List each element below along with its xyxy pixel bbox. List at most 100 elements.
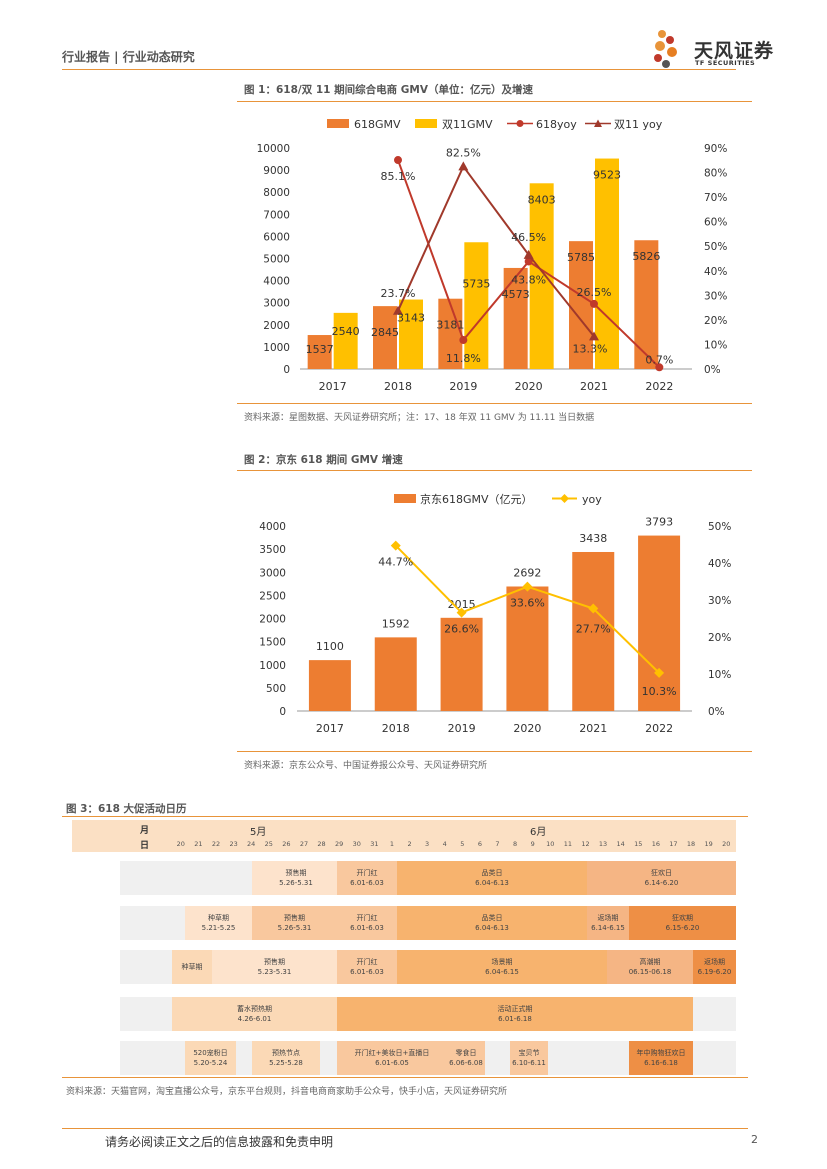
y-left-tick: 4000 (263, 276, 290, 288)
bar-618GMV (373, 306, 397, 369)
calendar-day: 28 (317, 840, 326, 848)
y-right-tick: 0% (708, 706, 725, 718)
calendar-day: 4 (442, 840, 447, 848)
label-618yoy: 85.1% (381, 170, 416, 183)
y-right-tick: 10% (708, 669, 731, 681)
calendar-day: 2 (407, 840, 412, 848)
logo-en-text: TF SECURITIES (695, 59, 756, 67)
bar-双11GMV (399, 299, 423, 369)
legend-marker-1 (560, 494, 569, 503)
disclaimer-text: 请务必阅读正文之后的信息披露和免责申明 (105, 1135, 334, 1149)
calendar-segment: 预售期 5.26-5.31 (252, 861, 340, 895)
y-left-tick: 9000 (263, 165, 290, 177)
calendar-segment: 场景期 6.04-6.15 (397, 950, 607, 984)
calendar-header (72, 820, 736, 852)
figure2-chart: 京东618GMV（亿元） yoy 0 500 1000 1500 2000 2500 3000 3… (259, 492, 731, 735)
y-right-tick: 30% (708, 595, 731, 607)
segment-dates: 6.15-6.20 (665, 924, 700, 932)
calendar-day: 31 (370, 840, 379, 848)
calendar-day: 27 (299, 840, 309, 848)
calendar-day: 3 (425, 840, 430, 848)
calendar-day: 11 (563, 840, 572, 848)
calendar-day: 14 (616, 840, 625, 848)
label-jd-gmv: 1100 (316, 640, 344, 653)
label-618yoy: 43.8% (511, 273, 546, 286)
figure1-bottom-rule (237, 403, 752, 404)
figure1-top-rule (237, 101, 752, 102)
y-right-tick: 10% (704, 339, 727, 351)
figure1-caption: 图 1：618/双 11 期间综合电商 GMV（单位：亿元）及增速 (244, 84, 533, 96)
calendar-segment: 返场期 6.19-6.20 (693, 950, 736, 984)
calendar-day: 19 (704, 840, 713, 848)
calendar-day: 26 (282, 840, 291, 848)
segment-dates: 5.25-5.28 (269, 1059, 303, 1067)
y-left-tick: 1500 (259, 637, 286, 649)
calendar-segment: 开门红 6.01-6.03 (337, 950, 397, 984)
x-tick: 2017 (319, 380, 347, 393)
legend-label-2: 618yoy (536, 118, 577, 131)
segment-label: 活动正式期 (497, 1005, 533, 1013)
calendar-segment: 开门红 6.01-6.03 (337, 861, 397, 895)
segment-label: 种草期 (208, 914, 229, 922)
y-left-tick: 1000 (259, 660, 286, 672)
label-618gmv: 5826 (632, 250, 660, 263)
calendar-day: 7 (495, 840, 500, 848)
point-618yoy (459, 336, 468, 345)
calendar-segment: 开门红 6.01-6.03 (337, 906, 397, 940)
label-618gmv: 4573 (502, 288, 530, 301)
calendar-day: 22 (211, 840, 221, 848)
calendar-segment: 活动正式期 6.01-6.18 (337, 997, 693, 1031)
calendar-day: 9 (530, 840, 535, 848)
segment-label: 品类日 (481, 869, 503, 877)
calendar-day: 20 (176, 840, 185, 848)
label-d11yoy: 82.5% (446, 146, 481, 159)
label-618gmv: 1537 (306, 343, 334, 356)
label-jd-gmv: 2692 (513, 566, 541, 579)
point-618yoy (394, 156, 402, 165)
calendar-segment: 狂欢期 6.15-6.20 (629, 906, 736, 940)
x-tick: 2018 (382, 722, 410, 735)
x-tick: 2019 (449, 380, 477, 393)
bar-jd-gmv (506, 586, 549, 711)
segment-dates: 5.23-5.31 (257, 968, 292, 976)
label-d11gmv: 3143 (397, 312, 425, 325)
x-tick: 2021 (579, 722, 607, 735)
calendar-segment: 种草期 5.21-5.25 (185, 906, 252, 940)
calendar-day: 23 (229, 840, 238, 848)
point-618yoy (590, 299, 598, 308)
y-left-tick: 5000 (263, 254, 290, 266)
segment-dates: 6.04-6.15 (485, 968, 519, 976)
calendar-day: 5 (460, 840, 465, 848)
y-right-tick: 0% (704, 364, 721, 376)
segment-label: 蓄水预热期 (237, 1005, 272, 1013)
calendar-segment: 宝贝节 6.10-6.11 (510, 1041, 548, 1075)
segment-dates: 6.01-6.18 (498, 1015, 532, 1023)
day-label: 日 (140, 841, 150, 851)
x-tick: 2019 (448, 722, 476, 735)
y-left-tick: 2000 (263, 320, 290, 332)
label-618yoy: 11.8% (446, 352, 481, 365)
calendar-segment: 品类日 6.04-6.13 (397, 906, 587, 940)
point-yoy (456, 607, 467, 618)
segment-label: 年中购物狂欢日 (636, 1049, 686, 1057)
label-jd-gmv: 3438 (579, 532, 607, 545)
calendar-day: 21 (194, 840, 203, 848)
bar-618GMV (438, 298, 463, 369)
label-d11yoy: 23.7% (381, 287, 416, 300)
segment-dates: 5.26-5.31 (277, 924, 312, 932)
header-rule (62, 69, 736, 70)
calendar-segment: 品类日 6.04-6.13 (397, 861, 587, 895)
segment-label: 返场期 (597, 914, 619, 922)
label-yoy: 33.6% (510, 597, 545, 610)
calendar-day: 8 (513, 840, 518, 848)
figure3-caption: 图 3：618 大促活动日历 (66, 803, 187, 815)
legend-swatch-1 (415, 119, 437, 128)
label-jd-gmv: 2015 (448, 598, 476, 611)
segment-dates: 06.15-06.18 (628, 968, 672, 976)
label-618yoy: 0.7% (645, 353, 673, 366)
point-618yoy (655, 363, 664, 372)
segment-dates: 6.04-6.13 (475, 924, 509, 932)
label-yoy: 26.6% (444, 623, 479, 636)
calendar-segment: 种草期 (172, 950, 212, 984)
label-d11gmv: 9523 (593, 169, 621, 182)
